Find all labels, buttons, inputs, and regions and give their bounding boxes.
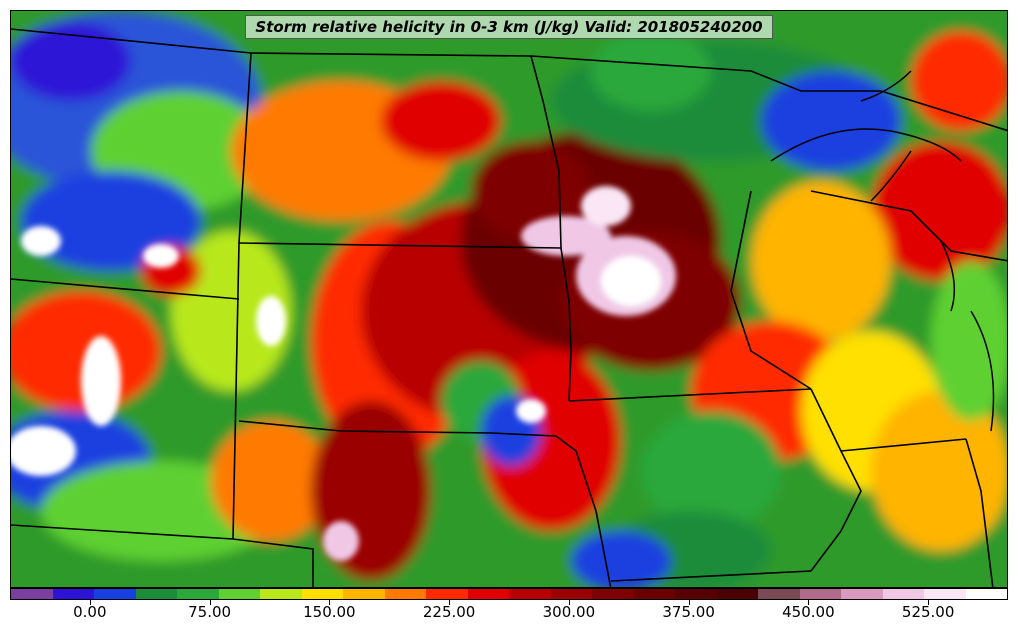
colorbar-swatch [467,589,509,599]
colorbar-swatch [633,589,675,599]
colorbar-swatch [675,589,717,599]
colorbar-swatch [965,589,1007,599]
map-title: Storm relative helicity in 0-3 km (J/kg)… [245,15,773,39]
colorbar [10,588,1008,600]
colorbar-swatch [94,589,136,599]
helicity-field [11,11,1007,587]
state-borders [11,28,1007,587]
colorbar-tick-mark [568,600,570,605]
colorbar-swatch [924,589,966,599]
colorbar-swatch [882,589,924,599]
map-field [11,11,1007,587]
colorbar-tick-label: 0.00 [73,603,107,621]
colorbar-swatch [301,589,343,599]
colorbar-swatch [11,589,53,599]
colorbar-tick-label: 450.00 [782,603,835,621]
colorbar-swatch [716,589,758,599]
colorbar-tick-label: 225.00 [422,603,476,621]
colorbar-swatch [260,589,302,599]
helicity-map [10,10,1008,588]
colorbar-tick-mark [89,600,91,605]
colorbar-swatch [426,589,468,599]
high-helicity-cores [11,186,676,561]
colorbar-swatch [135,589,177,599]
colorbar-tick-label: 375.00 [662,603,715,621]
colorbar-swatch [758,589,800,599]
colorbar-tick-label: 150.00 [303,603,356,621]
colorbar-tick-mark [808,600,810,605]
colorbar-tick-mark [449,600,451,605]
colorbar-swatch [177,589,219,599]
colorbar-swatch [343,589,385,599]
colorbar-swatch [218,589,260,599]
lake-outlines [770,70,995,432]
colorbar-swatch [384,589,426,599]
colorbar-tick-label: 75.00 [188,603,232,621]
colorbar-tick-mark [928,600,930,605]
colorbar-swatch [509,589,551,599]
colorbar-tick-mark [688,600,690,605]
colorbar-tick-label: 525.00 [901,603,955,621]
colorbar-swatch [841,589,883,599]
colorbar-tick-mark [329,600,331,605]
colorbar-swatch [592,589,634,599]
colorbar-swatch [52,589,94,599]
colorbar-swatch [799,589,841,599]
colorbar-tick-label: 300.00 [542,603,596,621]
colorbar-ticks: 0.00 75.00 150.00 225.00 300.00 375.00 450.00 5… [10,600,1008,633]
colorbar-swatch [550,589,592,599]
colorbar-tick-mark [209,600,211,605]
